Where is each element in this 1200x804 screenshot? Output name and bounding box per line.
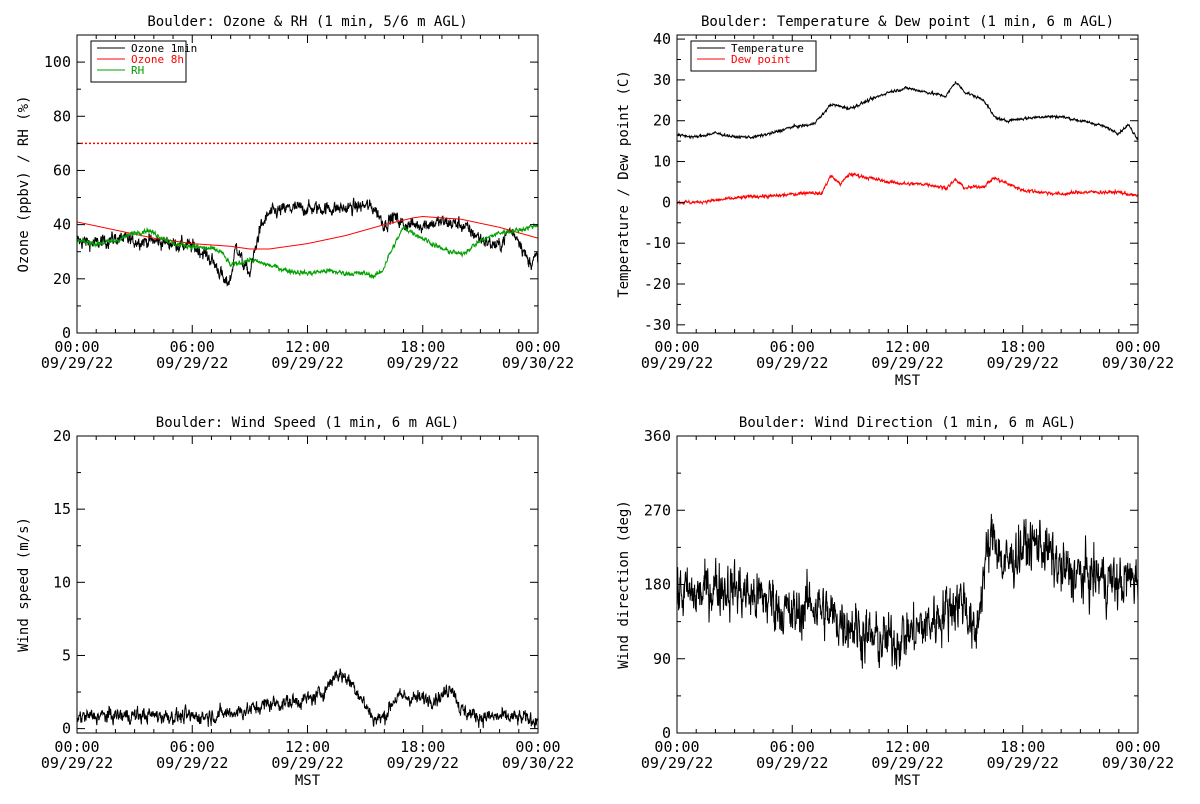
x-tick-label-date: 09/29/22 xyxy=(41,354,113,372)
x-tick-label-date: 09/30/22 xyxy=(1102,754,1174,772)
x-tick-label-date: 09/29/22 xyxy=(871,354,943,372)
x-tick-label-time: 00:00 xyxy=(54,338,99,356)
y-tick-label: 20 xyxy=(653,112,671,130)
chart-panel-2: Boulder: Temperature & Dew point (1 min,… xyxy=(616,14,1174,389)
x-tick-label-date: 09/29/22 xyxy=(871,754,943,772)
x-tick-label-date: 09/29/22 xyxy=(756,354,828,372)
x-tick-label-date: 09/30/22 xyxy=(502,354,574,372)
x-tick-label-time: 06:00 xyxy=(770,338,815,356)
x-tick-label-time: 00:00 xyxy=(515,738,560,756)
y-tick-label: -20 xyxy=(644,275,671,293)
y-tick-label: 270 xyxy=(644,501,671,519)
x-tick-label-time: 18:00 xyxy=(1000,338,1045,356)
x-tick-label-date: 09/29/22 xyxy=(271,754,343,772)
x-tick-label-time: 12:00 xyxy=(285,338,330,356)
legend-entry: Ozone 8h xyxy=(131,53,184,66)
legend-entry: Dew point xyxy=(731,53,791,66)
y-axis-label: Wind speed (m/s) xyxy=(16,517,32,652)
legend-entry: Ozone 1min xyxy=(131,42,197,55)
legend-box xyxy=(690,40,817,72)
x-tick-label-time: 06:00 xyxy=(170,738,215,756)
x-axis-label: MST xyxy=(295,773,321,789)
x-tick-label-time: 18:00 xyxy=(1000,738,1045,756)
y-tick-label: 80 xyxy=(53,107,71,125)
x-tick-label-time: 00:00 xyxy=(654,338,699,356)
x-tick-label-time: 00:00 xyxy=(1115,338,1160,356)
series-line-1 xyxy=(77,668,538,729)
x-axis-label: MST xyxy=(895,773,921,789)
x-tick-label-date: 09/29/22 xyxy=(271,354,343,372)
x-tick-label-time: 00:00 xyxy=(54,738,99,756)
x-tick-label-time: 00:00 xyxy=(1115,738,1160,756)
x-tick-label-time: 18:00 xyxy=(400,738,445,756)
y-tick-label: 180 xyxy=(644,576,671,594)
x-tick-label-time: 12:00 xyxy=(885,338,930,356)
chart-title: Boulder: Wind Speed (1 min, 6 m AGL) xyxy=(156,415,459,431)
y-tick-label: 360 xyxy=(644,427,671,445)
y-tick-label: 100 xyxy=(44,53,71,71)
x-tick-label-date: 09/29/22 xyxy=(41,754,113,772)
x-tick-label-date: 09/29/22 xyxy=(156,754,228,772)
x-tick-label-time: 18:00 xyxy=(400,338,445,356)
x-tick-label-date: 09/29/22 xyxy=(641,354,713,372)
chart-panel-4: Boulder: Wind Direction (1 min, 6 m AGL)… xyxy=(616,415,1174,789)
y-tick-label: 5 xyxy=(62,646,71,664)
y-axis-label: Temperature / Dew point (C) xyxy=(616,70,632,298)
y-tick-label: 0 xyxy=(662,193,671,211)
chart-title: Boulder: Temperature & Dew point (1 min,… xyxy=(701,14,1114,30)
series-line-2 xyxy=(77,216,538,250)
x-axis-label: MST xyxy=(895,373,921,389)
y-tick-label: -30 xyxy=(644,316,671,334)
x-tick-label-date: 09/30/22 xyxy=(502,754,574,772)
y-tick-label: 20 xyxy=(53,427,71,445)
series-line-1 xyxy=(77,197,538,287)
x-tick-label-time: 00:00 xyxy=(654,738,699,756)
x-tick-label-date: 09/29/22 xyxy=(156,354,228,372)
series-line-3 xyxy=(77,222,538,280)
chart-title: Boulder: Ozone & RH (1 min, 5/6 m AGL) xyxy=(147,14,467,30)
y-tick-label: 90 xyxy=(653,650,671,668)
y-tick-label: 0 xyxy=(62,720,71,738)
y-tick-label: -10 xyxy=(644,234,671,252)
x-tick-label-date: 09/29/22 xyxy=(387,354,459,372)
y-axis-label: Wind direction (deg) xyxy=(616,500,632,669)
legend-entry: Temperature xyxy=(731,42,804,55)
x-tick-label-time: 00:00 xyxy=(515,338,560,356)
y-tick-label: 40 xyxy=(653,30,671,48)
y-tick-label: 10 xyxy=(53,573,71,591)
y-tick-label: 0 xyxy=(662,724,671,742)
legend-entry: RH xyxy=(131,64,144,77)
chart-panel-1: Boulder: Ozone & RH (1 min, 5/6 m AGL) 0 2… xyxy=(16,14,574,372)
x-tick-label-time: 12:00 xyxy=(885,738,930,756)
y-tick-label: 30 xyxy=(653,71,671,89)
y-tick-label: 20 xyxy=(53,270,71,288)
x-tick-label-date: 09/29/22 xyxy=(987,754,1059,772)
series-line-1 xyxy=(677,81,1138,141)
x-tick-label-date: 09/29/22 xyxy=(987,354,1059,372)
x-tick-label-time: 06:00 xyxy=(170,338,215,356)
y-axis-label: Ozone (ppbv) / RH (%) xyxy=(16,95,32,272)
chart-panel-3: Boulder: Wind Speed (1 min, 6 m AGL) 0 5 10… xyxy=(16,415,574,789)
y-tick-label: 60 xyxy=(53,161,71,179)
y-tick-label: 0 xyxy=(62,324,71,342)
series-line-2 xyxy=(677,171,1138,206)
y-tick-label: 15 xyxy=(53,500,71,518)
series-line-1 xyxy=(677,513,1138,670)
y-tick-label: 10 xyxy=(653,153,671,171)
y-tick-label: 40 xyxy=(53,216,71,234)
x-tick-label-time: 06:00 xyxy=(770,738,815,756)
x-tick-label-time: 12:00 xyxy=(285,738,330,756)
x-tick-label-date: 09/29/22 xyxy=(387,754,459,772)
x-tick-label-date: 09/29/22 xyxy=(641,754,713,772)
x-tick-label-date: 09/30/22 xyxy=(1102,354,1174,372)
x-tick-label-date: 09/29/22 xyxy=(756,754,828,772)
chart-title: Boulder: Wind Direction (1 min, 6 m AGL) xyxy=(739,415,1076,431)
plot-frame xyxy=(76,435,539,734)
